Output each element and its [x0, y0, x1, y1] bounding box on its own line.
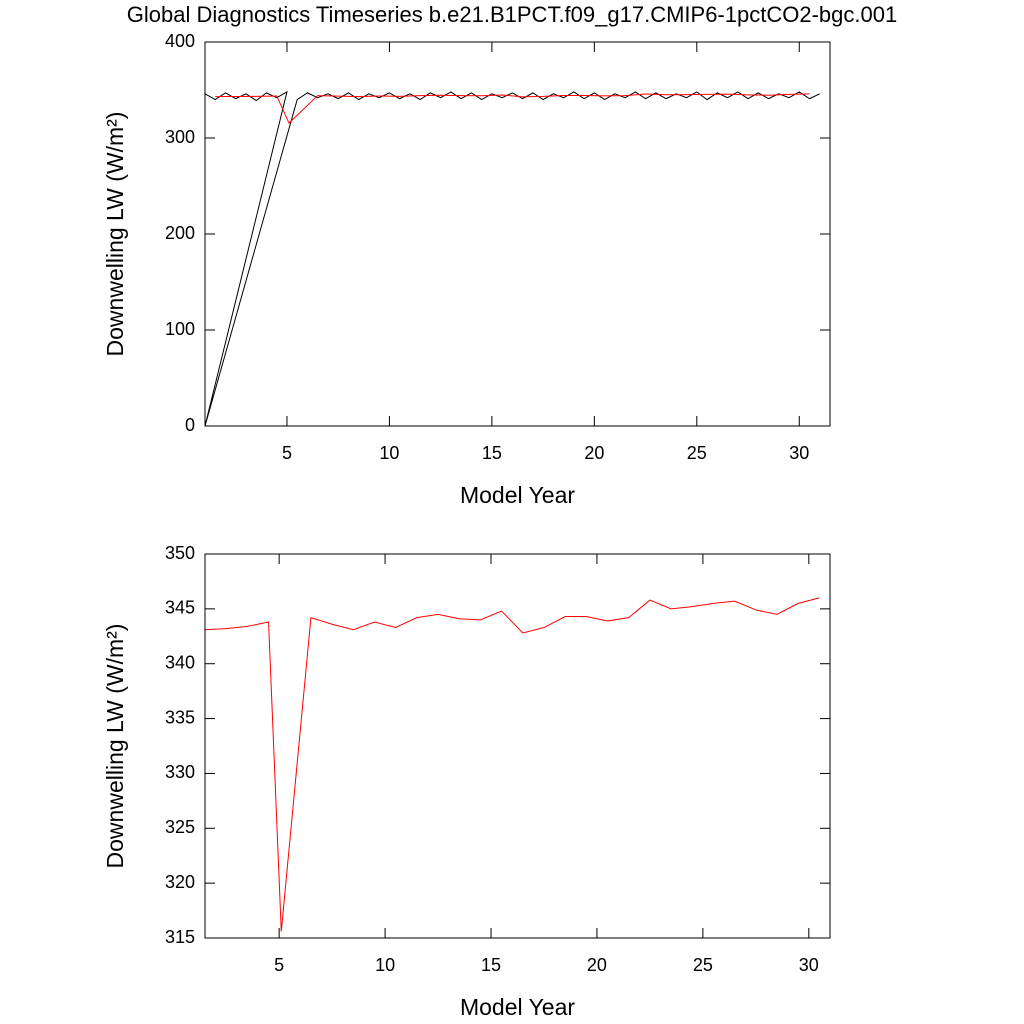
- plot-frame: [204, 553, 831, 939]
- y-tick-label: 300: [165, 127, 195, 147]
- y-tick-label: 350: [165, 543, 195, 563]
- x-tick-label: 15: [481, 955, 501, 975]
- y-tick-label: 325: [165, 817, 195, 837]
- x-tick-label: 5: [282, 443, 292, 463]
- x-tick-label: 10: [375, 955, 395, 975]
- x-tick-label: 25: [693, 955, 713, 975]
- data-line: [205, 90, 820, 426]
- data-line: [205, 597, 820, 932]
- data-line: [215, 93, 810, 124]
- x-tick-label: 15: [482, 443, 502, 463]
- y-tick-label: 315: [165, 927, 195, 947]
- x-tick-label: 30: [789, 443, 809, 463]
- chart-title: Global Diagnostics Timeseries b.e21.B1PC…: [127, 2, 897, 27]
- x-axis-label: Model Year: [460, 482, 575, 508]
- y-tick-label: 335: [165, 707, 195, 727]
- y-axis-label: Downwelling LW (W/m²): [102, 112, 128, 357]
- x-tick-label: 10: [379, 443, 399, 463]
- x-tick-label: 20: [584, 443, 604, 463]
- y-axis-label: Downwelling LW (W/m²): [102, 624, 128, 869]
- y-tick-label: 340: [165, 652, 195, 672]
- y-tick-label: 0: [185, 415, 195, 435]
- plot-frame: [204, 41, 831, 427]
- y-tick-label: 320: [165, 872, 195, 892]
- x-tick-label: 25: [687, 443, 707, 463]
- y-tick-label: 345: [165, 598, 195, 618]
- y-tick-label: 330: [165, 762, 195, 782]
- y-tick-label: 400: [165, 31, 195, 51]
- y-tick-label: 100: [165, 319, 195, 339]
- x-tick-label: 30: [799, 955, 819, 975]
- x-tick-label: 20: [587, 955, 607, 975]
- y-tick-label: 200: [165, 223, 195, 243]
- x-tick-label: 5: [274, 955, 284, 975]
- x-axis-label: Model Year: [460, 994, 575, 1020]
